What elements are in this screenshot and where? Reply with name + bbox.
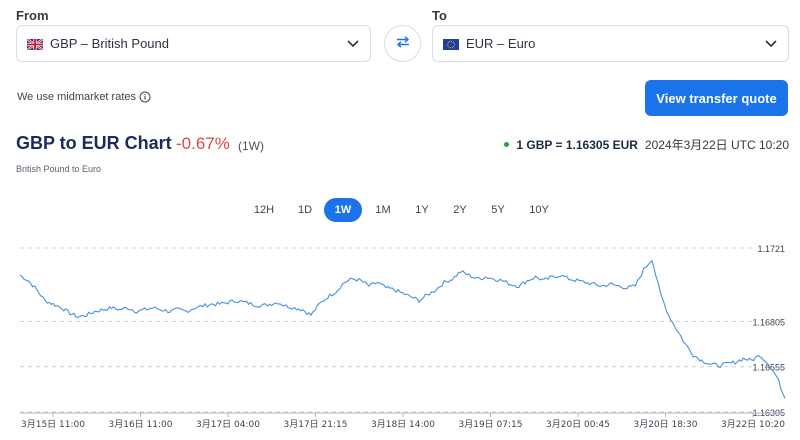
live-status-dot xyxy=(504,142,510,147)
view-transfer-quote-button[interactable]: View transfer quote xyxy=(645,80,788,116)
eu-flag-icon xyxy=(443,38,459,50)
chart-title: GBP to EUR Chart xyxy=(16,133,172,153)
x-tick-label: 3月18日 14:00 xyxy=(371,419,435,430)
x-tick-label: 3月17日 04:00 xyxy=(196,419,260,430)
rate-series-line xyxy=(19,260,786,399)
uk-flag-icon xyxy=(26,38,44,51)
from-currency-value: GBP – British Pound xyxy=(50,36,169,51)
x-tick-label: 3月20日 00:45 xyxy=(546,419,610,430)
change-period: (1W) xyxy=(238,139,264,153)
x-tick-label: 3月20日 18:30 xyxy=(634,419,698,430)
tab-1y[interactable]: 1Y xyxy=(415,204,429,216)
from-label: From xyxy=(16,8,49,23)
chevron-down-icon xyxy=(336,39,370,48)
to-currency-value: EUR – Euro xyxy=(466,36,536,51)
current-rate: 1 GBP = 1.16305 EUR xyxy=(516,137,638,152)
x-tick-label: 3月19日 07:15 xyxy=(459,419,523,430)
x-tick-label: 3月15日 11:00 xyxy=(21,419,85,430)
to-currency-select[interactable]: EUR – Euro xyxy=(432,25,789,62)
tab-1d[interactable]: 1D xyxy=(297,204,313,216)
tab-2y[interactable]: 2Y xyxy=(453,204,467,216)
current-rate-info: 1 GBP = 1.16305 EUR 2024年3月22日 UTC 10:20 xyxy=(504,136,789,153)
y-tick-label: 1.1721 xyxy=(757,244,785,254)
y-tick-label: 1.16555 xyxy=(752,363,785,373)
tab-5y[interactable]: 5Y xyxy=(491,204,505,216)
info-icon[interactable] xyxy=(139,91,151,103)
to-label: To xyxy=(432,8,447,23)
chart-subtitle: British Pound to Euro xyxy=(16,164,102,174)
rate-change: -0.67% xyxy=(176,134,230,153)
swap-arrows-icon xyxy=(396,35,410,53)
x-tick-label: 3月16日 11:00 xyxy=(109,419,173,430)
x-tick-label: 3月17日 21:15 xyxy=(284,419,348,430)
from-currency-select[interactable]: GBP – British Pound xyxy=(16,25,371,62)
tab-12h[interactable]: 12H xyxy=(253,204,275,216)
tab-10y[interactable]: 10Y xyxy=(529,204,549,216)
midmarket-text: We use midmarket rates xyxy=(17,91,137,103)
tab-1m[interactable]: 1M xyxy=(375,204,391,216)
rate-timestamp: 2024年3月22日 UTC 10:20 xyxy=(644,138,789,152)
tab-1w[interactable]: 1W xyxy=(324,198,362,222)
swap-currencies-button[interactable] xyxy=(384,25,421,62)
x-tick-label: 3月22日 10:20 xyxy=(721,419,785,430)
y-tick-label: 1.16805 xyxy=(752,317,785,327)
chevron-down-icon xyxy=(754,39,788,48)
midmarket-note: We use midmarket rates xyxy=(17,91,151,103)
